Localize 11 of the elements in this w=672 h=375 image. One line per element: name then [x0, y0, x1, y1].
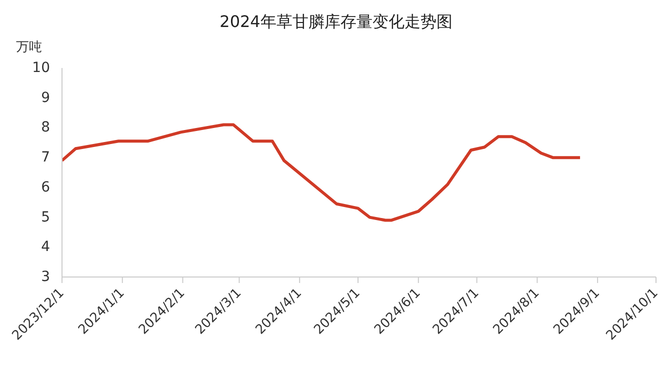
y-tick-label: 10 [32, 60, 50, 76]
y-tick-label: 5 [41, 209, 50, 226]
y-tick-label: 8 [41, 120, 50, 136]
y-tick-label: 9 [41, 90, 50, 106]
chart-title: 2024年草甘膦库存量变化走势图 [218, 12, 454, 33]
y-tick-label: 4 [41, 239, 50, 256]
y-tick-label: 7 [41, 150, 50, 166]
y-tick-label: 6 [41, 179, 50, 196]
line-series [62, 123, 582, 222]
y-tick-label: 3 [41, 269, 50, 285]
y-axis-title: 万吨 [16, 39, 42, 56]
